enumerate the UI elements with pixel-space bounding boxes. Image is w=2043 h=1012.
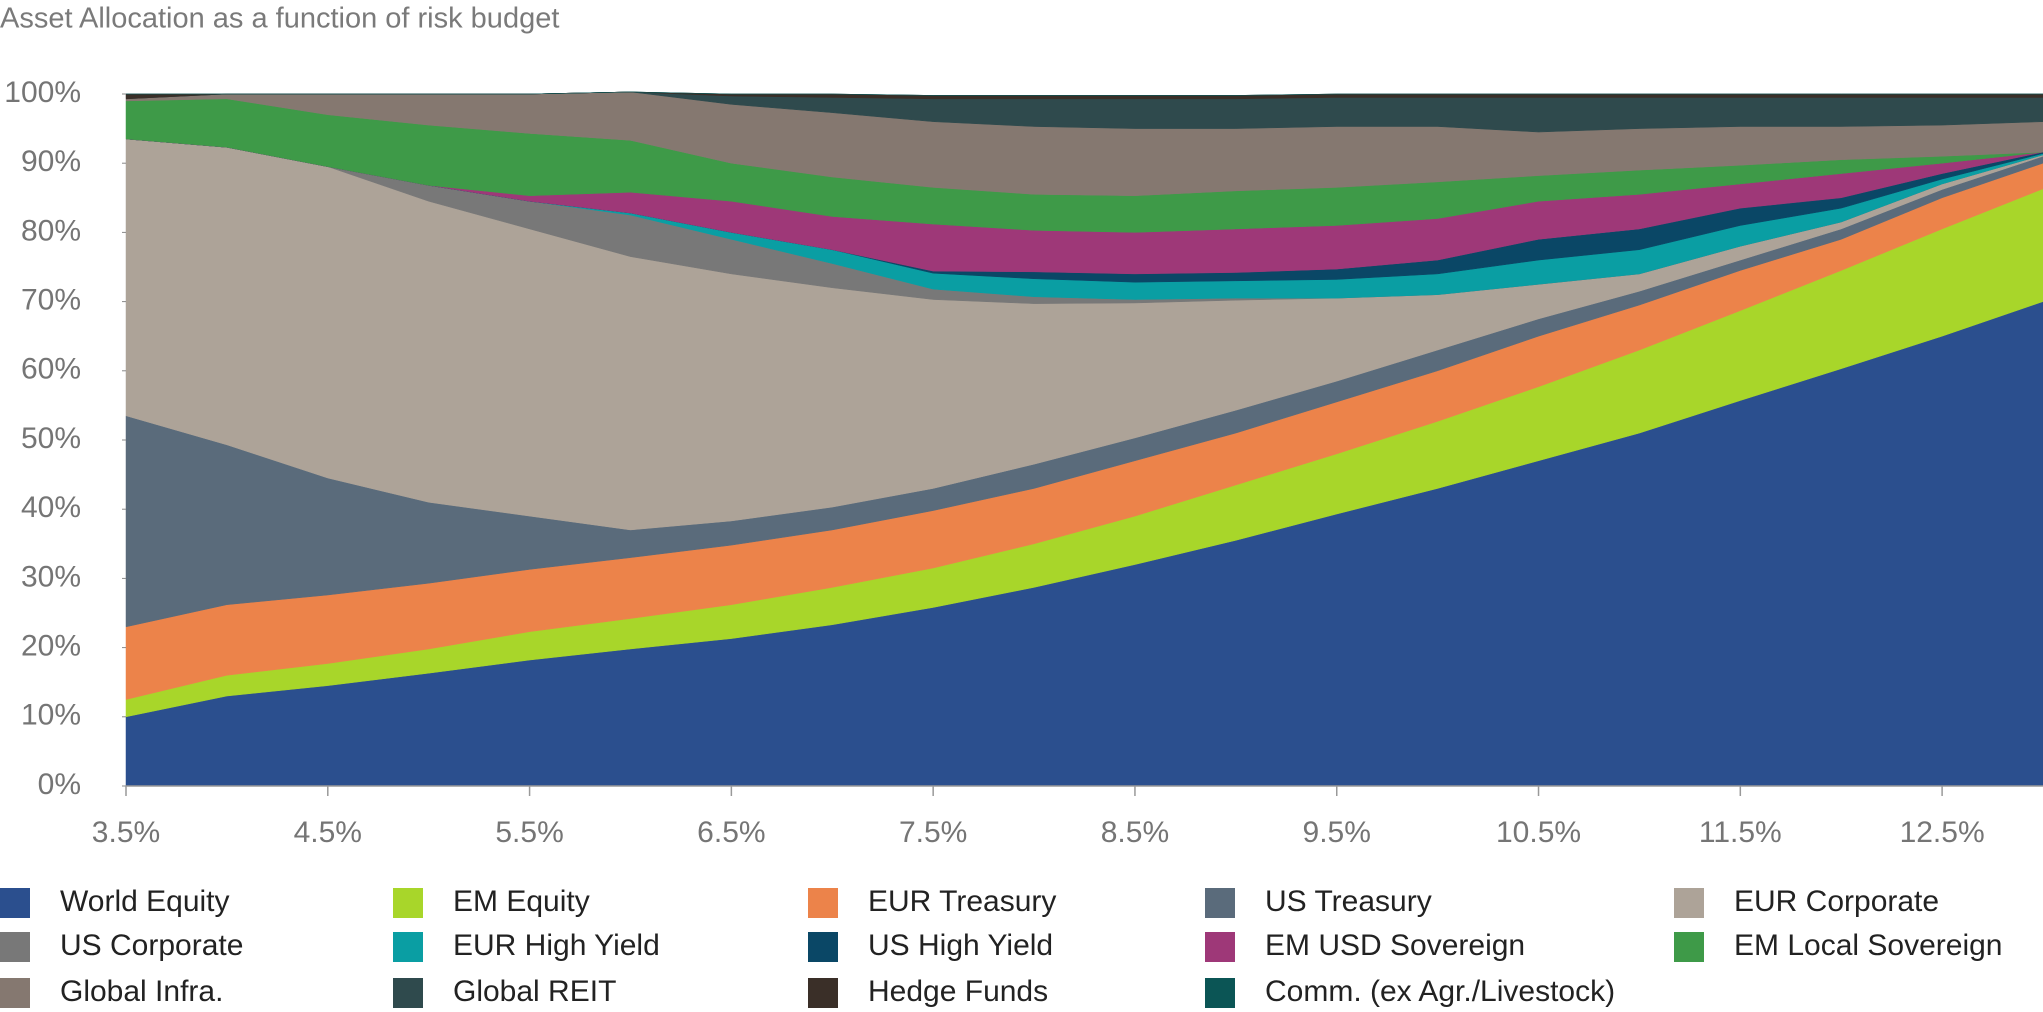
legend-label: EUR Corporate [1734, 885, 1939, 918]
x-tick-label: 5.5% [495, 816, 563, 849]
x-tick-label: 10.5% [1496, 816, 1581, 849]
legend-swatch [1205, 932, 1235, 962]
x-tick-label: 3.5% [92, 816, 160, 849]
area [126, 91, 2043, 96]
x-tick-label: 6.5% [697, 816, 765, 849]
legend-swatch [393, 932, 423, 962]
x-tick-label: 11.5% [1699, 816, 1782, 849]
legend-swatch [393, 888, 423, 918]
legend-swatch [0, 932, 30, 962]
y-tick-label: 40% [21, 491, 81, 524]
x-tick-label: 12.5% [1900, 816, 1985, 849]
legend-swatch [1205, 888, 1235, 918]
legend-swatch [1674, 888, 1704, 918]
legend-label: EUR Treasury [868, 885, 1056, 918]
y-tick-label: 80% [21, 214, 81, 247]
y-tick-label: 90% [21, 145, 81, 178]
y-tick-label: 0% [38, 768, 81, 801]
legend-label: Hedge Funds [868, 975, 1048, 1008]
legend-label: EM USD Sovereign [1265, 929, 1525, 962]
legend-swatch [1674, 932, 1704, 962]
legend-swatch [0, 888, 30, 918]
legend-label: EM Equity [453, 885, 590, 918]
y-tick-label: 10% [21, 699, 81, 732]
legend-label: US Corporate [60, 929, 243, 962]
y-tick-label: 70% [21, 284, 81, 317]
y-tick-label: 60% [21, 353, 81, 386]
x-tick-label: 8.5% [1101, 816, 1169, 849]
chart-title: Asset Allocation as a function of risk b… [0, 3, 559, 35]
legend-label: Global REIT [453, 975, 616, 1008]
legend-swatch [393, 978, 423, 1008]
x-tick-label: 9.5% [1303, 816, 1371, 849]
x-tick-label: 4.5% [294, 816, 362, 849]
legend-label: EUR High Yield [453, 929, 660, 962]
y-tick-label: 50% [21, 422, 81, 455]
legend-label: Global Infra. [60, 975, 223, 1008]
legend-swatch [808, 932, 838, 962]
x-tick-label: 7.5% [899, 816, 967, 849]
y-tick-label: 100% [4, 76, 81, 109]
legend-swatch [808, 978, 838, 1008]
legend-label: EM Local Sovereign [1734, 929, 2002, 962]
legend-label: US Treasury [1265, 885, 1432, 918]
legend-label: US High Yield [868, 929, 1053, 962]
legend-label: World Equity [60, 885, 230, 918]
y-tick-label: 20% [21, 630, 81, 663]
legend-swatch [1205, 978, 1235, 1008]
y-tick-label: 30% [21, 560, 81, 593]
legend-swatch [0, 978, 30, 1008]
legend-swatch [808, 888, 838, 918]
legend-label: Comm. (ex Agr./Livestock) [1265, 975, 1615, 1008]
